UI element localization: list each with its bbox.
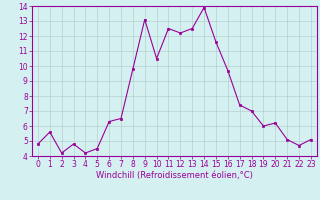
X-axis label: Windchill (Refroidissement éolien,°C): Windchill (Refroidissement éolien,°C) [96,171,253,180]
